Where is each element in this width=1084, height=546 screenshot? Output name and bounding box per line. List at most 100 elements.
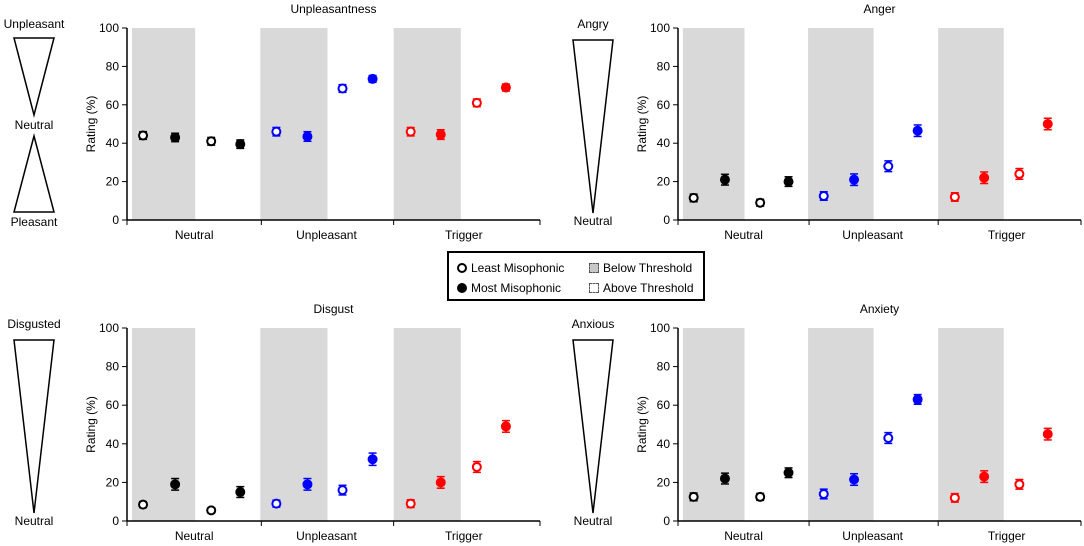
data-point [471, 461, 482, 472]
below-threshold-region-1 [808, 28, 874, 220]
y-tick-label: 0 [663, 213, 670, 227]
scale-wedge-upper [13, 37, 55, 118]
y-axis-label: Rating (%) [635, 396, 649, 453]
chart-title: Anxiety [860, 302, 899, 316]
scale-label-bottom: Neutral [15, 514, 54, 528]
scale-label-bottom: Pleasant [11, 215, 58, 229]
y-tick-label: 100 [650, 21, 670, 35]
data-point [138, 130, 149, 141]
data-point [783, 176, 794, 187]
below-threshold-region-1 [260, 28, 328, 220]
data-point [688, 491, 699, 502]
legend-label-below: Below Threshold [603, 261, 693, 275]
filled-circle-icon [457, 283, 467, 293]
data-point [235, 139, 246, 150]
x-category-label: Neutral [175, 529, 214, 543]
data-point [337, 83, 348, 94]
x-category-label: Unpleasant [842, 228, 903, 242]
shaded-square-icon [589, 263, 599, 273]
y-tick-label: 20 [657, 175, 671, 189]
data-point [138, 499, 149, 510]
below-threshold-region-1 [260, 328, 328, 521]
legend-label-above: Above Threshold [603, 281, 694, 295]
legend-item-most: Most Misophonic [457, 281, 561, 295]
legend-label-most: Most Misophonic [471, 281, 562, 295]
y-tick-label: 60 [657, 398, 671, 412]
y-tick-label: 80 [106, 59, 120, 73]
data-point [883, 161, 894, 172]
data-point [271, 126, 282, 137]
x-category-label: Neutral [724, 228, 763, 242]
data-point [170, 132, 181, 143]
data-point [1014, 479, 1025, 490]
data-point [883, 433, 894, 444]
data-point [471, 97, 482, 108]
y-axis-label: Rating (%) [84, 396, 98, 453]
below-threshold-region-2 [938, 28, 1004, 220]
below-threshold-region-2 [938, 328, 1004, 521]
data-point [912, 125, 923, 136]
y-tick-label: 100 [99, 321, 119, 335]
x-category-label: Neutral [724, 529, 763, 543]
open-circle-icon [457, 263, 467, 273]
y-tick-label: 20 [106, 175, 120, 189]
data-point [500, 421, 511, 432]
y-tick-label: 40 [657, 136, 671, 150]
scale-wedge [572, 339, 614, 514]
scale-wedge-lower [13, 133, 55, 213]
y-tick-label: 60 [106, 398, 120, 412]
data-point [271, 498, 282, 509]
x-category-label: Unpleasant [296, 228, 357, 242]
below-threshold-region-0 [132, 328, 196, 521]
data-point [849, 474, 860, 485]
below-threshold-region-0 [682, 28, 745, 220]
legend-item-above: Above Threshold [589, 281, 694, 295]
data-point [818, 191, 829, 201]
y-tick-label: 40 [657, 437, 671, 451]
data-point [949, 492, 960, 503]
data-point [755, 197, 766, 208]
data-point [405, 126, 416, 137]
data-point [500, 82, 511, 93]
data-point [405, 498, 416, 509]
x-category-label: Neutral [175, 228, 214, 242]
below-threshold-region-2 [393, 28, 461, 220]
data-point [235, 487, 246, 498]
data-point [302, 479, 313, 490]
data-point [783, 467, 794, 478]
y-tick-label: 80 [657, 360, 671, 374]
data-point [206, 136, 217, 147]
y-tick-label: 20 [657, 475, 671, 489]
data-point [367, 454, 378, 465]
x-category-label: Trigger [988, 529, 1026, 543]
legend-item-least: Least Misophonic [457, 261, 564, 275]
chart-title: Disgust [313, 302, 354, 316]
data-point [818, 488, 829, 499]
scale-wedge [572, 39, 614, 214]
data-point [979, 471, 990, 482]
data-point [755, 491, 766, 502]
open-square-icon [589, 283, 599, 293]
data-point [302, 131, 313, 142]
data-point [849, 174, 860, 185]
y-tick-label: 0 [112, 213, 119, 227]
y-tick-label: 0 [663, 514, 670, 528]
y-tick-label: 40 [106, 136, 120, 150]
y-tick-label: 60 [106, 98, 120, 112]
data-point [170, 479, 181, 490]
y-tick-label: 80 [106, 360, 120, 374]
scale-label-top: Unpleasant [4, 17, 65, 31]
x-category-label: Unpleasant [296, 529, 357, 543]
chart-title: Anger [863, 2, 895, 16]
y-axis-label: Rating (%) [635, 96, 649, 153]
scale-label-bottom: Neutral [574, 214, 613, 228]
chart-title: Unpleasantness [290, 2, 376, 16]
y-tick-label: 20 [106, 475, 120, 489]
below-threshold-region-0 [682, 328, 745, 521]
below-threshold-region-1 [808, 328, 874, 521]
scale-label-bottom: Neutral [574, 514, 613, 528]
y-tick-label: 100 [99, 21, 119, 35]
data-point [367, 73, 378, 84]
scale-label-top: Anxious [572, 317, 615, 331]
